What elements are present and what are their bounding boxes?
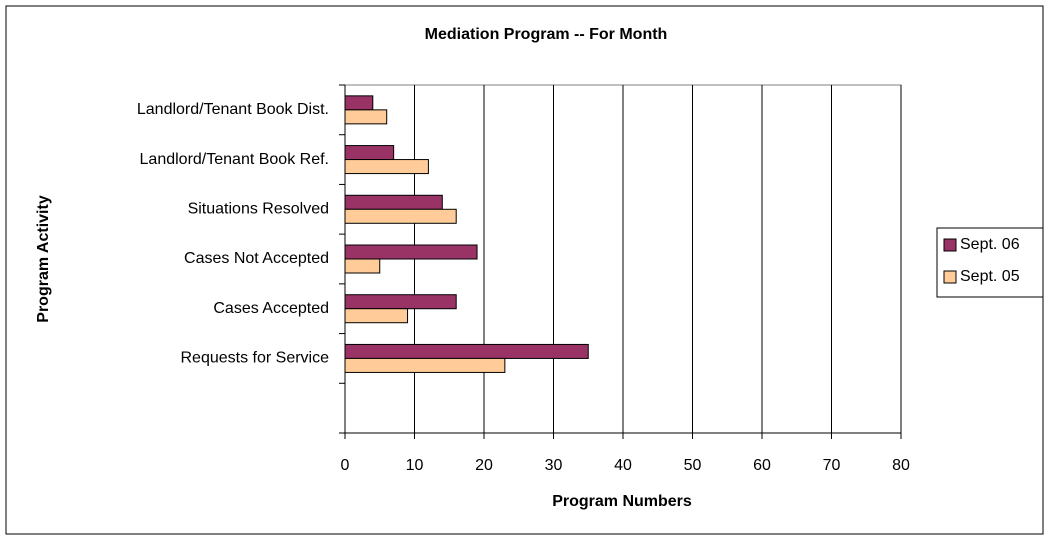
bar bbox=[344, 258, 381, 274]
bar bbox=[344, 95, 374, 111]
bar bbox=[344, 109, 388, 125]
chart-title: Mediation Program -- For Month bbox=[425, 26, 668, 43]
bar bbox=[344, 145, 395, 161]
x-tick-label: 10 bbox=[406, 457, 424, 474]
bar bbox=[344, 244, 478, 260]
bar bbox=[344, 357, 506, 373]
legend-label: Sept. 06 bbox=[960, 236, 1020, 253]
y-tick-label: Cases Accepted bbox=[213, 300, 329, 317]
x-tick-label: 50 bbox=[684, 457, 702, 474]
legend-label: Sept. 05 bbox=[960, 268, 1020, 285]
y-axis-label: Program Activity bbox=[35, 195, 52, 323]
x-tick-label: 80 bbox=[892, 457, 910, 474]
bar bbox=[344, 159, 429, 175]
y-tick-label: Situations Resolved bbox=[188, 201, 329, 218]
x-tick-label: 0 bbox=[341, 457, 350, 474]
x-tick-label: 40 bbox=[614, 457, 632, 474]
legend-swatch bbox=[943, 270, 957, 284]
legend-swatch bbox=[943, 238, 957, 252]
y-tick-label: Cases Not Accepted bbox=[184, 250, 329, 267]
bar bbox=[344, 294, 457, 310]
bar bbox=[344, 308, 409, 324]
bar bbox=[344, 208, 457, 224]
x-tick-label: 20 bbox=[475, 457, 493, 474]
x-tick-label: 70 bbox=[823, 457, 841, 474]
x-tick-label: 60 bbox=[753, 457, 771, 474]
y-tick-label: Landlord/Tenant Book Dist. bbox=[137, 101, 329, 118]
y-tick-label: Requests for Service bbox=[180, 350, 329, 367]
bar bbox=[344, 194, 443, 210]
y-tick-label: Landlord/Tenant Book Ref. bbox=[140, 151, 329, 168]
x-axis-label: Program Numbers bbox=[552, 493, 692, 510]
x-tick-label: 30 bbox=[545, 457, 563, 474]
bar bbox=[344, 343, 589, 359]
